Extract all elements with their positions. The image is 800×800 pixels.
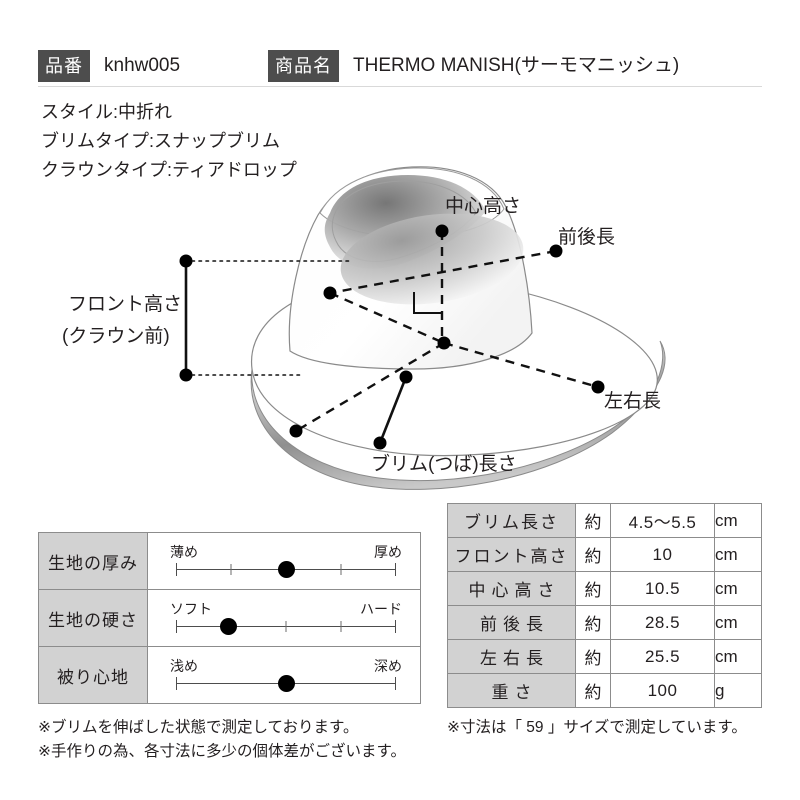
measure-unit-weight: g bbox=[714, 673, 762, 708]
measurement-table: ブリム長さ 約 4.5〜5.5 cm フロント高さ 約 10 cm 中心高さ 約… bbox=[447, 503, 762, 708]
feel-label-thickness: 生地の厚み bbox=[39, 533, 148, 589]
feel-tick bbox=[340, 564, 342, 575]
feel-dot[interactable] bbox=[277, 675, 295, 692]
feel-row-thickness: 生地の厚み 薄め 厚め bbox=[39, 533, 420, 590]
table-row: 中心高さ 約 10.5 cm bbox=[447, 571, 762, 606]
note-handmade-variance: ※手作りの為、各寸法に多少の個体差がございます。 bbox=[38, 743, 406, 760]
feel-tick bbox=[285, 621, 287, 632]
feel-end-right-firmness: ハード bbox=[360, 601, 402, 617]
product-header: 品番 knhw005 商品名 THERMO MANISH(サーモマニッシュ) bbox=[38, 50, 762, 82]
measure-label-brim-length: ブリム長さ bbox=[447, 503, 576, 538]
note-measured-size: ※寸法は「 59 」サイズで測定しています。 bbox=[447, 719, 747, 736]
measure-value-left-right-length: 25.5 bbox=[610, 639, 715, 674]
feel-cap-start bbox=[176, 620, 177, 633]
feel-row-fit-depth: 被り心地 浅め 深め bbox=[39, 647, 420, 703]
feel-cap-start bbox=[176, 677, 177, 690]
feel-dot[interactable] bbox=[220, 618, 238, 635]
measure-approx-brim-length: 約 bbox=[575, 503, 611, 538]
measure-label-weight: 重さ bbox=[447, 673, 576, 708]
measurement-points bbox=[289, 224, 605, 450]
measure-label-left-right-length: 左右長 bbox=[447, 639, 576, 674]
sku-label-badge: 品番 bbox=[38, 50, 90, 82]
feel-end-left-fit-depth: 浅め bbox=[170, 658, 198, 674]
table-row: 左右長 約 25.5 cm bbox=[447, 639, 762, 674]
measure-unit-front-height: cm bbox=[714, 537, 762, 572]
feel-rating-panel: 生地の厚み 薄め 厚め 生地の硬さ ソフト ハード 被り心地 浅め 深め bbox=[38, 532, 421, 704]
measure-label-front-back-length: 前後長 bbox=[447, 605, 576, 640]
measure-approx-weight: 約 bbox=[575, 673, 611, 708]
feel-end-left-firmness: ソフト bbox=[170, 601, 212, 617]
label-left-right-length: 左右長 bbox=[604, 390, 661, 412]
measure-approx-front-height: 約 bbox=[575, 537, 611, 572]
label-front-height-line1: フロント高さ bbox=[68, 293, 182, 315]
label-front-height-line2: (クラウン前) bbox=[62, 325, 170, 347]
product-name-value: THERMO MANISH(サーモマニッシュ) bbox=[353, 55, 680, 76]
measure-label-center-height: 中心高さ bbox=[447, 571, 576, 606]
measure-value-center-height: 10.5 bbox=[610, 571, 715, 606]
measure-approx-front-back-length: 約 bbox=[575, 605, 611, 640]
feel-cap-end bbox=[395, 620, 396, 633]
measure-label-front-height: フロント高さ bbox=[447, 537, 576, 572]
spec-line-brim-type: ブリムタイプ:スナップブリム bbox=[41, 131, 280, 151]
table-row: ブリム長さ 約 4.5〜5.5 cm bbox=[447, 503, 762, 538]
measure-unit-front-back-length: cm bbox=[714, 605, 762, 640]
measure-value-brim-length: 4.5〜5.5 bbox=[610, 503, 715, 538]
measure-value-front-height: 10 bbox=[610, 537, 715, 572]
spec-line-crown-type: クラウンタイプ:ティアドロップ bbox=[41, 160, 297, 180]
label-front-back-length: 前後長 bbox=[558, 226, 615, 248]
front-height-bracket bbox=[179, 254, 353, 382]
feel-end-right-thickness: 厚め bbox=[374, 544, 402, 560]
feel-cap-end bbox=[395, 563, 396, 576]
product-name-label-badge: 商品名 bbox=[268, 50, 339, 82]
sku-value: knhw005 bbox=[104, 55, 181, 76]
feel-slider-firmness[interactable]: ソフト ハード bbox=[148, 590, 420, 646]
feel-label-firmness: 生地の硬さ bbox=[39, 590, 148, 646]
feel-dot[interactable] bbox=[277, 561, 295, 578]
measure-unit-left-right-length: cm bbox=[714, 639, 762, 674]
notes-left: ※ブリムを伸ばした状態で測定しております。 ※手作りの為、各寸法に多少の個体差が… bbox=[38, 716, 438, 764]
table-row: 重さ 約 100 g bbox=[447, 673, 762, 708]
teardrop-dent bbox=[324, 175, 524, 305]
feel-label-fit-depth: 被り心地 bbox=[39, 647, 148, 703]
measure-value-front-back-length: 28.5 bbox=[610, 605, 715, 640]
measure-approx-center-height: 約 bbox=[575, 571, 611, 606]
hat-measurement-diagram: 中心高さ 前後長 左右長 ブリム(つば)長さ フロント高さ (クラウン前) bbox=[0, 155, 800, 495]
note-brim-stretched: ※ブリムを伸ばした状態で測定しております。 bbox=[38, 719, 359, 736]
measure-approx-left-right-length: 約 bbox=[575, 639, 611, 674]
feel-row-firmness: 生地の硬さ ソフト ハード bbox=[39, 590, 420, 647]
spec-line-style: スタイル:中折れ bbox=[41, 102, 173, 122]
feel-cap-end bbox=[395, 677, 396, 690]
feel-slider-thickness[interactable]: 薄め 厚め bbox=[148, 533, 420, 589]
feel-track-fit-depth bbox=[176, 675, 396, 692]
feel-cap-start bbox=[176, 563, 177, 576]
measure-unit-center-height: cm bbox=[714, 571, 762, 606]
label-center-height: 中心高さ bbox=[445, 195, 521, 217]
measurement-lines bbox=[295, 231, 599, 444]
feel-track-thickness bbox=[176, 561, 396, 578]
feel-track-firmness bbox=[176, 618, 396, 635]
label-brim-length: ブリム(つば)長さ bbox=[371, 452, 517, 475]
table-row: フロント高さ 約 10 cm bbox=[447, 537, 762, 572]
spec-list: スタイル:中折れ ブリムタイプ:スナップブリム クラウンタイプ:ティアドロップ bbox=[41, 98, 461, 185]
feel-tick bbox=[340, 621, 342, 632]
feel-end-left-thickness: 薄め bbox=[170, 544, 198, 560]
measurement-table-body: ブリム長さ 約 4.5〜5.5 cm フロント高さ 約 10 cm 中心高さ 約… bbox=[447, 503, 762, 708]
measure-unit-brim-length: cm bbox=[714, 503, 762, 538]
feel-end-right-fit-depth: 深め bbox=[374, 658, 402, 674]
feel-slider-fit-depth[interactable]: 浅め 深め bbox=[148, 647, 420, 703]
header-divider bbox=[38, 86, 762, 87]
table-row: 前後長 約 28.5 cm bbox=[447, 605, 762, 640]
feel-tick bbox=[230, 564, 232, 575]
measure-value-weight: 100 bbox=[610, 673, 715, 708]
